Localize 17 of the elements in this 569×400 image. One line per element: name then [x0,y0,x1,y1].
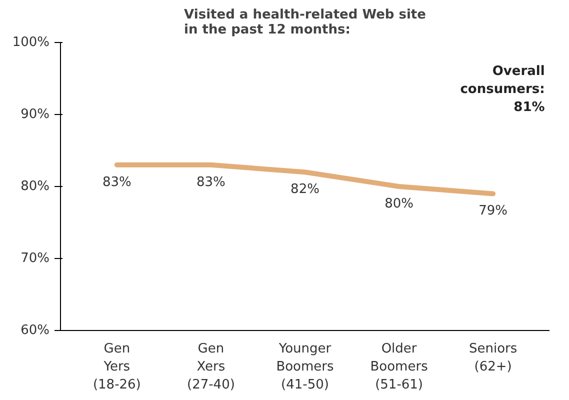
y-tick-label: 70% [20,251,50,266]
text: 80% [384,196,414,212]
y-tick-label: 100% [12,35,50,50]
x-tick-label: Gen Yers (18-26) [92,342,141,392]
text: 83% [196,174,226,190]
y-tick-label: 90% [20,107,50,122]
x-tick-label: Older Boomers (51-61) [370,342,428,392]
text: 82% [290,182,320,198]
y-tick-label: 60% [20,323,50,338]
chart-title: Visited a health-related Web site in the past 12 months: [184,8,426,38]
x-tick-label: Younger Boomers (41-50) [276,342,334,392]
y-tick-label: 80% [20,179,50,194]
x-tick-label: Gen Xers (27-40) [187,342,235,392]
text: 79% [478,204,508,219]
annotation: Overall consumers: 81% [460,64,545,116]
text: 83% [102,174,132,190]
x-tick-label: Seniors (62+) [468,342,518,374]
